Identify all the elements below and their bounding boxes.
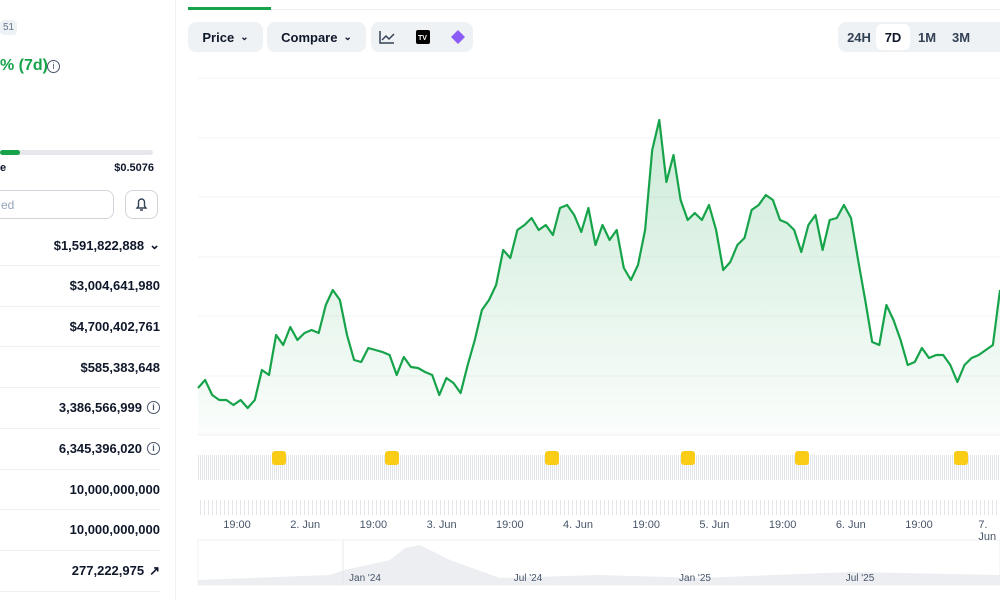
tabs [188, 0, 1000, 10]
price-line [197, 118, 1000, 410]
bell-icon [135, 198, 148, 211]
navigator-label: Jul '25 [845, 573, 875, 584]
svg-text:TV: TV [418, 35, 427, 42]
price-button[interactable]: Price ⌄ [188, 22, 263, 52]
sidebar: 51 % (7d) i e $0.5076 ed $1,591,822,888 ⌄… [0, 0, 176, 600]
x-tick-label: 4. Jun [563, 519, 593, 531]
x-tick-label: 5. Jun [699, 519, 730, 531]
stat-row: $4,700,402,761 [0, 306, 160, 348]
label: Price [202, 29, 235, 45]
stat-value: 10,000,000,000 [69, 481, 160, 497]
stat-row: $585,383,648 [0, 347, 160, 389]
tv-icon[interactable]: TV [415, 30, 430, 44]
range-bar [0, 150, 153, 155]
ai-icon[interactable] [451, 30, 466, 44]
range-button[interactable]: 24H [847, 29, 871, 45]
stat-value: $3,004,641,980 [69, 278, 160, 294]
x-tick-label: 19:00 [905, 519, 933, 531]
navigator-area [198, 545, 1000, 585]
stat-value: 277,222,975 [71, 563, 145, 579]
info-icon[interactable]: i [47, 60, 60, 73]
stat-row: 10,000,000,000 [0, 469, 160, 511]
active-tab [188, 7, 271, 10]
change: % (7d) [0, 57, 48, 74]
row-icon[interactable]: i [147, 401, 160, 415]
area [198, 120, 1000, 435]
stat-value: $4,700,402,761 [69, 318, 160, 334]
stat-row: 6,345,396,020 i [0, 429, 160, 470]
x-tick-label: 19:00 [223, 519, 251, 531]
stat-row: 10,000,000,000 [0, 510, 160, 551]
stat-value: $585,383,648 [80, 359, 160, 375]
x-tick-label: 19:00 [359, 519, 388, 531]
stat-row: 3,386,566,999 i [0, 388, 160, 429]
stat-value: 10,000,000,000 [69, 522, 160, 538]
x-tick-label: 2. Jun [290, 519, 321, 531]
range-high: $0.5076 [114, 162, 154, 174]
navigator-label: Jan '24 [349, 573, 381, 584]
range-button[interactable]: 3M [951, 29, 971, 45]
volume [198, 455, 1000, 515]
badge: 51 [0, 20, 18, 35]
label: Compare [281, 29, 338, 45]
compare-button[interactable]: Compare ⌄ [267, 22, 366, 52]
stat-row: $3,004,641,980 [0, 266, 160, 307]
x-tick-label: 6. Jun [835, 519, 866, 531]
range-button[interactable]: 7D [876, 24, 910, 50]
row-icon[interactable]: ↗ [149, 562, 160, 578]
bell-button[interactable] [125, 190, 158, 219]
navigator-label: Jul '24 [513, 573, 543, 584]
stat-value: 6,345,396,020 [58, 441, 142, 456]
line-icon[interactable] [378, 30, 395, 44]
x-tick-label: 19:00 [496, 519, 524, 531]
range-low: e [0, 162, 7, 174]
range-button[interactable]: 1M [917, 29, 937, 45]
range-group: 24H 7D 1M 3M [838, 22, 1000, 52]
x-tick-label: 3. Jun [426, 519, 457, 531]
events [272, 451, 968, 465]
x-tick-label: 7. Jun [978, 519, 997, 543]
x-tick-label: 19:00 [768, 519, 797, 531]
row-icon[interactable]: i [147, 442, 160, 455]
row-icon[interactable]: ⌄ [149, 237, 160, 252]
range-fill [0, 150, 20, 155]
navigator-label: Jan '25 [679, 573, 711, 584]
x-tick-label: 19:00 [632, 519, 660, 531]
chart-type-group: TV [371, 22, 473, 52]
alert-input[interactable]: ed [0, 190, 114, 219]
placeholder: ed [1, 197, 15, 212]
stat-value: $1,591,822,888 [53, 237, 145, 253]
stat-value: 3,386,566,999 [58, 400, 142, 416]
stat-row: $1,591,822,888 ⌄ [0, 225, 160, 266]
stat-row: 277,222,975 ↗ [0, 551, 160, 592]
